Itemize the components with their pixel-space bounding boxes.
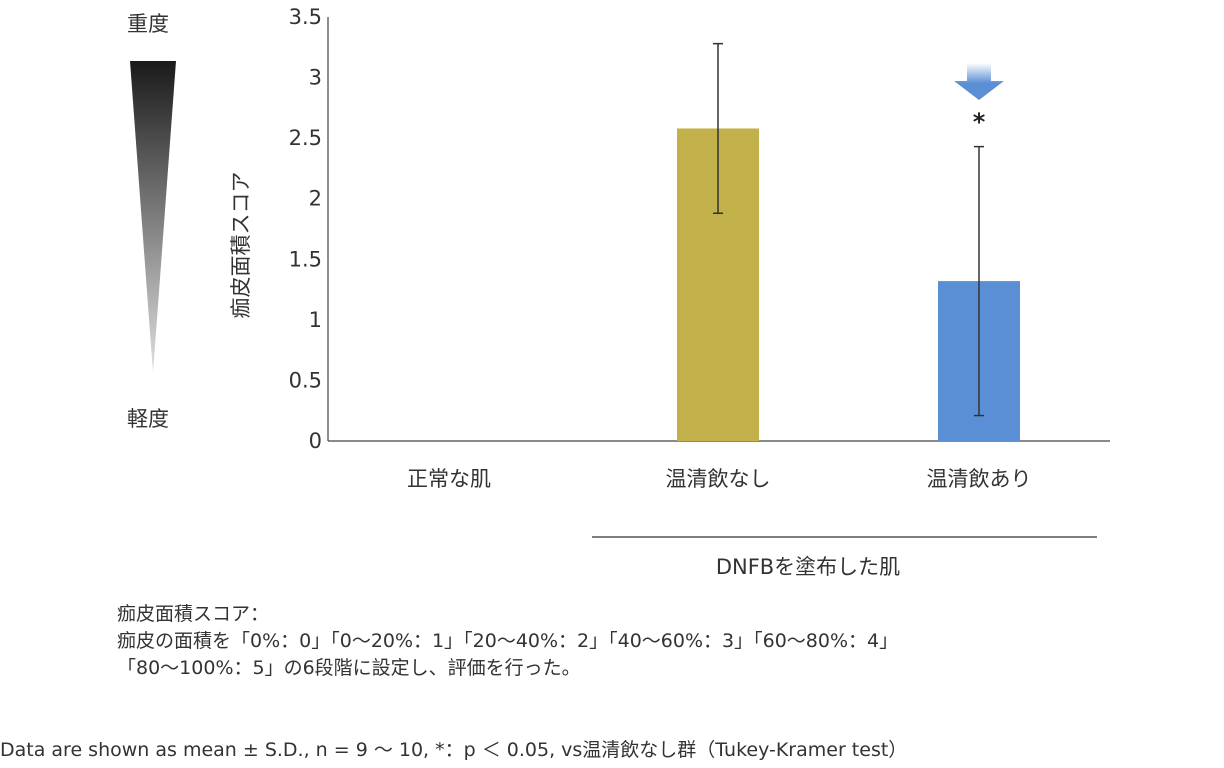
note-line-3: 「80～100%：5」の6段階に設定し、評価を行った。 [117, 657, 581, 679]
severity-bottom-label: 軽度 [127, 407, 169, 431]
error-bar-2 [713, 42, 723, 215]
severity-top-label: 重度 [127, 12, 169, 36]
error-bar-3 [974, 145, 984, 417]
score-notes: 痂皮面積スコア： 痂皮の面積を「0%：0」「0～20%：1」「20～40%：2」… [117, 601, 898, 682]
category-label-1: 正常な肌 [407, 467, 491, 491]
y-tick-label: 2.5 [289, 126, 322, 150]
severity-wedge [130, 61, 176, 373]
y-tick-label: 0 [309, 429, 322, 453]
group-label: DNFBを塗布した肌 [716, 555, 900, 579]
footer-note: Data are shown as mean ± S.D., n = 9 ～ 1… [0, 739, 908, 761]
y-tick-label: 3 [309, 66, 322, 90]
y-tick-label: 2 [309, 187, 322, 211]
y-tick-label: 1 [309, 308, 322, 332]
note-line-2: 痂皮の面積を「0%：0」「0～20%：1」「20～40%：2」「40～60%：3… [117, 630, 899, 652]
y-tick-label: 1.5 [289, 247, 322, 271]
y-tick-label: 0.5 [289, 368, 322, 392]
bar-chart: 0 0.5 1 1.5 2 2.5 3 3.5 * 正常な肌 温清飲なし 温清飲あり DNFBを塗… [289, 5, 1110, 579]
category-label-3: 温清飲あり [927, 467, 1032, 491]
significance-mark: * [973, 108, 986, 136]
y-tick-label: 3.5 [289, 5, 322, 29]
note-line-1: 痂皮面積スコア： [117, 603, 270, 625]
category-label-2: 温清飲なし [666, 467, 771, 491]
decrease-arrow-icon [954, 63, 1004, 100]
